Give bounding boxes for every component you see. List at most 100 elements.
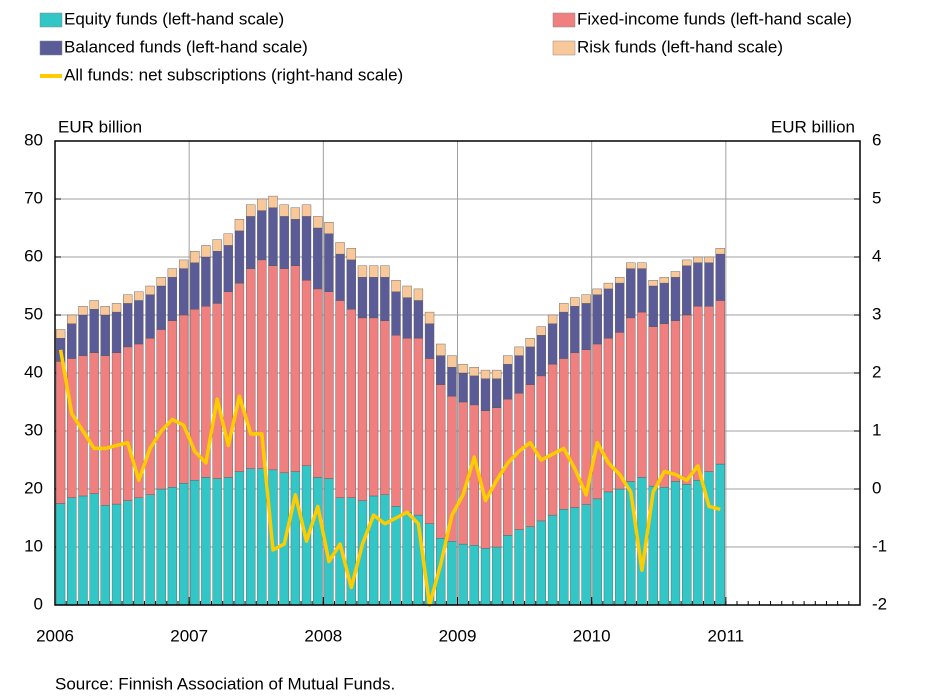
- bar-segment: [693, 480, 703, 606]
- bar-segment: [201, 245, 211, 258]
- bar-segment: [67, 358, 77, 498]
- bar-segment: [402, 338, 412, 513]
- bar-segment: [469, 545, 479, 606]
- bar-segment: [480, 410, 491, 549]
- bar-segment: [614, 277, 625, 284]
- bar-segment: [357, 277, 368, 319]
- bar-segment: [212, 478, 222, 606]
- bar-segment: [67, 314, 77, 324]
- bar-segment: [100, 355, 110, 506]
- bar-segment: [469, 375, 479, 406]
- bar-segment: [715, 300, 725, 465]
- bar-segment: [503, 364, 513, 400]
- bar-segment: [111, 503, 122, 606]
- bar-segment: [78, 314, 88, 356]
- bar-segment: [514, 393, 524, 530]
- bar-segment: [559, 358, 569, 510]
- bar-segment: [402, 512, 412, 606]
- bar-segment: [391, 280, 401, 293]
- bar-segment: [290, 471, 301, 606]
- bar-segment: [134, 497, 144, 606]
- bar-segment: [715, 248, 725, 255]
- bar-segment: [424, 311, 435, 324]
- bar-segment: [559, 509, 569, 606]
- bar-segment: [614, 282, 625, 333]
- legend-swatch: [552, 12, 576, 28]
- bar-segment: [55, 503, 66, 606]
- bar-segment: [592, 288, 602, 295]
- bar-segment: [715, 253, 725, 301]
- y2-tick-label: 0: [872, 478, 881, 497]
- bar-segment: [637, 262, 647, 269]
- bar-segment: [234, 219, 245, 232]
- bar-segment: [570, 507, 580, 606]
- bar-segment: [100, 505, 110, 606]
- bar-segment: [670, 277, 681, 321]
- bar-segment: [324, 291, 334, 479]
- bar-segment: [424, 323, 435, 359]
- bar-segment: [536, 375, 546, 522]
- bar-segment: [525, 338, 535, 348]
- bar-segment: [55, 329, 66, 339]
- bar-segment: [223, 233, 233, 246]
- bar-segment: [704, 262, 714, 307]
- legend-swatch: [39, 40, 63, 56]
- bar-segment: [156, 285, 166, 330]
- bar-segment: [357, 317, 368, 501]
- bar-segment: [89, 493, 99, 606]
- bar-segment: [536, 335, 546, 377]
- bar-segment: [134, 291, 144, 301]
- bar-segment: [570, 352, 580, 508]
- y-axis-label: EUR billion: [58, 117, 142, 136]
- bar-segment: [436, 384, 446, 539]
- bar-segment: [480, 547, 491, 606]
- bar-segment: [670, 481, 681, 606]
- bar-segment: [145, 294, 155, 339]
- bar-segment: [290, 219, 301, 266]
- bar-segment: [156, 329, 166, 490]
- bar-segment: [67, 323, 77, 359]
- bar-segment: [682, 314, 692, 485]
- bar-segment: [659, 487, 670, 606]
- bar-segment: [402, 285, 412, 298]
- y-tick-label: 60: [24, 246, 43, 265]
- bar-segment: [313, 288, 323, 478]
- bar-segment: [547, 364, 558, 516]
- bar-segment: [335, 242, 345, 255]
- bar-segment: [380, 265, 390, 278]
- bar-segment: [167, 487, 178, 606]
- bar-segment: [637, 311, 647, 478]
- bar-segment: [693, 256, 703, 263]
- bar-segment: [603, 288, 614, 339]
- bar-segment: [290, 207, 301, 220]
- bar-segment: [503, 355, 513, 365]
- legend-label: All funds: net subscriptions (right-hand…: [64, 65, 403, 84]
- bar-segment: [480, 378, 491, 411]
- bar-segment: [570, 306, 580, 353]
- bar-segment: [547, 323, 558, 365]
- bar-segment: [648, 285, 658, 327]
- bar-segment: [682, 259, 692, 266]
- bar-segment: [335, 300, 345, 498]
- bar-segment: [290, 265, 301, 472]
- bar-segment: [693, 262, 703, 307]
- x-tick-label: 2006: [36, 626, 74, 645]
- bar-segment: [581, 504, 591, 606]
- bar-segment: [570, 297, 580, 307]
- bar-segment: [313, 477, 323, 606]
- bar-segment: [167, 277, 178, 321]
- bar-segment: [301, 204, 312, 217]
- bar-segment: [167, 320, 178, 488]
- bar-segment: [380, 494, 390, 606]
- x-tick-label: 2011: [708, 626, 745, 645]
- line-series: [58, 349, 721, 607]
- bar-segment: [704, 256, 714, 263]
- bar-segment: [413, 300, 424, 339]
- bar-segment: [670, 271, 681, 278]
- bar-segment: [234, 230, 245, 284]
- legend-label: Equity funds (left-hand scale): [64, 9, 284, 28]
- bar-segment: [581, 294, 591, 304]
- x-tick-label: 2008: [304, 626, 342, 645]
- source-note: Source: Finnish Association of Mutual Fu…: [55, 674, 395, 693]
- bar-segment: [648, 280, 658, 287]
